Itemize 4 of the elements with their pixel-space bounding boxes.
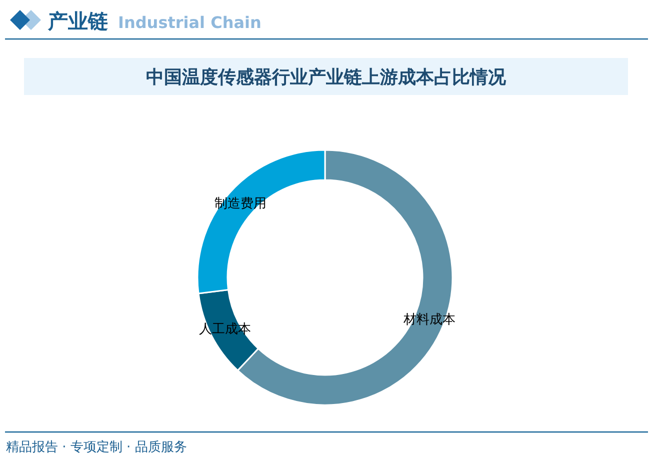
text: 精品报告 · 专项定制 · 品质服务: [6, 440, 187, 455]
text: 产业链: [47, 9, 109, 33]
text: Industrial Chain: [118, 13, 262, 32]
chart-title: 中国温度传感器行业产业链上游成本占比情况: [146, 67, 507, 88]
